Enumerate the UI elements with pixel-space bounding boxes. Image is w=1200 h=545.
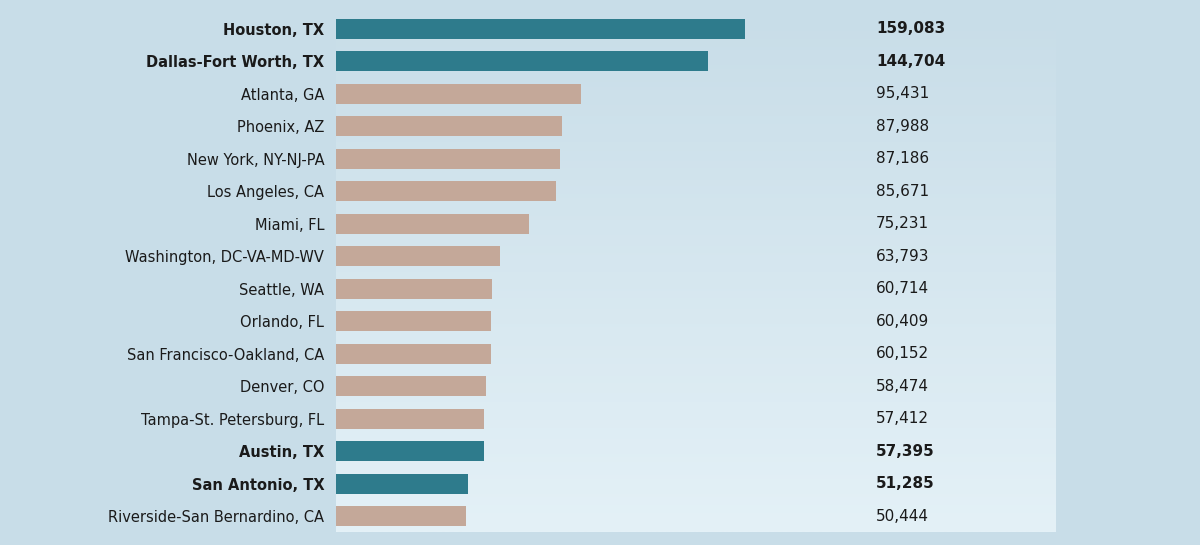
Text: 60,409: 60,409 bbox=[876, 314, 929, 329]
Bar bbox=[336, 84, 581, 104]
Text: 60,714: 60,714 bbox=[876, 281, 929, 296]
Text: 144,704: 144,704 bbox=[876, 54, 946, 69]
Bar bbox=[336, 311, 491, 331]
Bar bbox=[336, 409, 484, 429]
Bar bbox=[336, 116, 563, 136]
Bar bbox=[336, 344, 491, 364]
Text: 87,186: 87,186 bbox=[876, 152, 929, 166]
Bar bbox=[336, 51, 708, 71]
Bar bbox=[336, 474, 468, 494]
Text: 51,285: 51,285 bbox=[876, 476, 935, 491]
Bar bbox=[336, 19, 745, 39]
Text: 60,152: 60,152 bbox=[876, 346, 929, 361]
Bar bbox=[336, 246, 500, 267]
Text: 87,988: 87,988 bbox=[876, 119, 929, 134]
Bar bbox=[336, 181, 557, 201]
Bar bbox=[336, 214, 529, 234]
Text: 50,444: 50,444 bbox=[876, 508, 929, 524]
Text: 57,395: 57,395 bbox=[876, 444, 935, 459]
Bar bbox=[336, 441, 484, 461]
Text: 75,231: 75,231 bbox=[876, 216, 929, 231]
Bar bbox=[336, 376, 486, 396]
Bar bbox=[336, 278, 492, 299]
Text: 95,431: 95,431 bbox=[876, 86, 929, 101]
Text: 159,083: 159,083 bbox=[876, 21, 946, 37]
Text: 58,474: 58,474 bbox=[876, 379, 929, 393]
Bar bbox=[336, 149, 560, 169]
Text: 63,793: 63,793 bbox=[876, 249, 930, 264]
Bar bbox=[336, 506, 466, 526]
Text: 57,412: 57,412 bbox=[876, 411, 929, 426]
Text: 85,671: 85,671 bbox=[876, 184, 929, 199]
